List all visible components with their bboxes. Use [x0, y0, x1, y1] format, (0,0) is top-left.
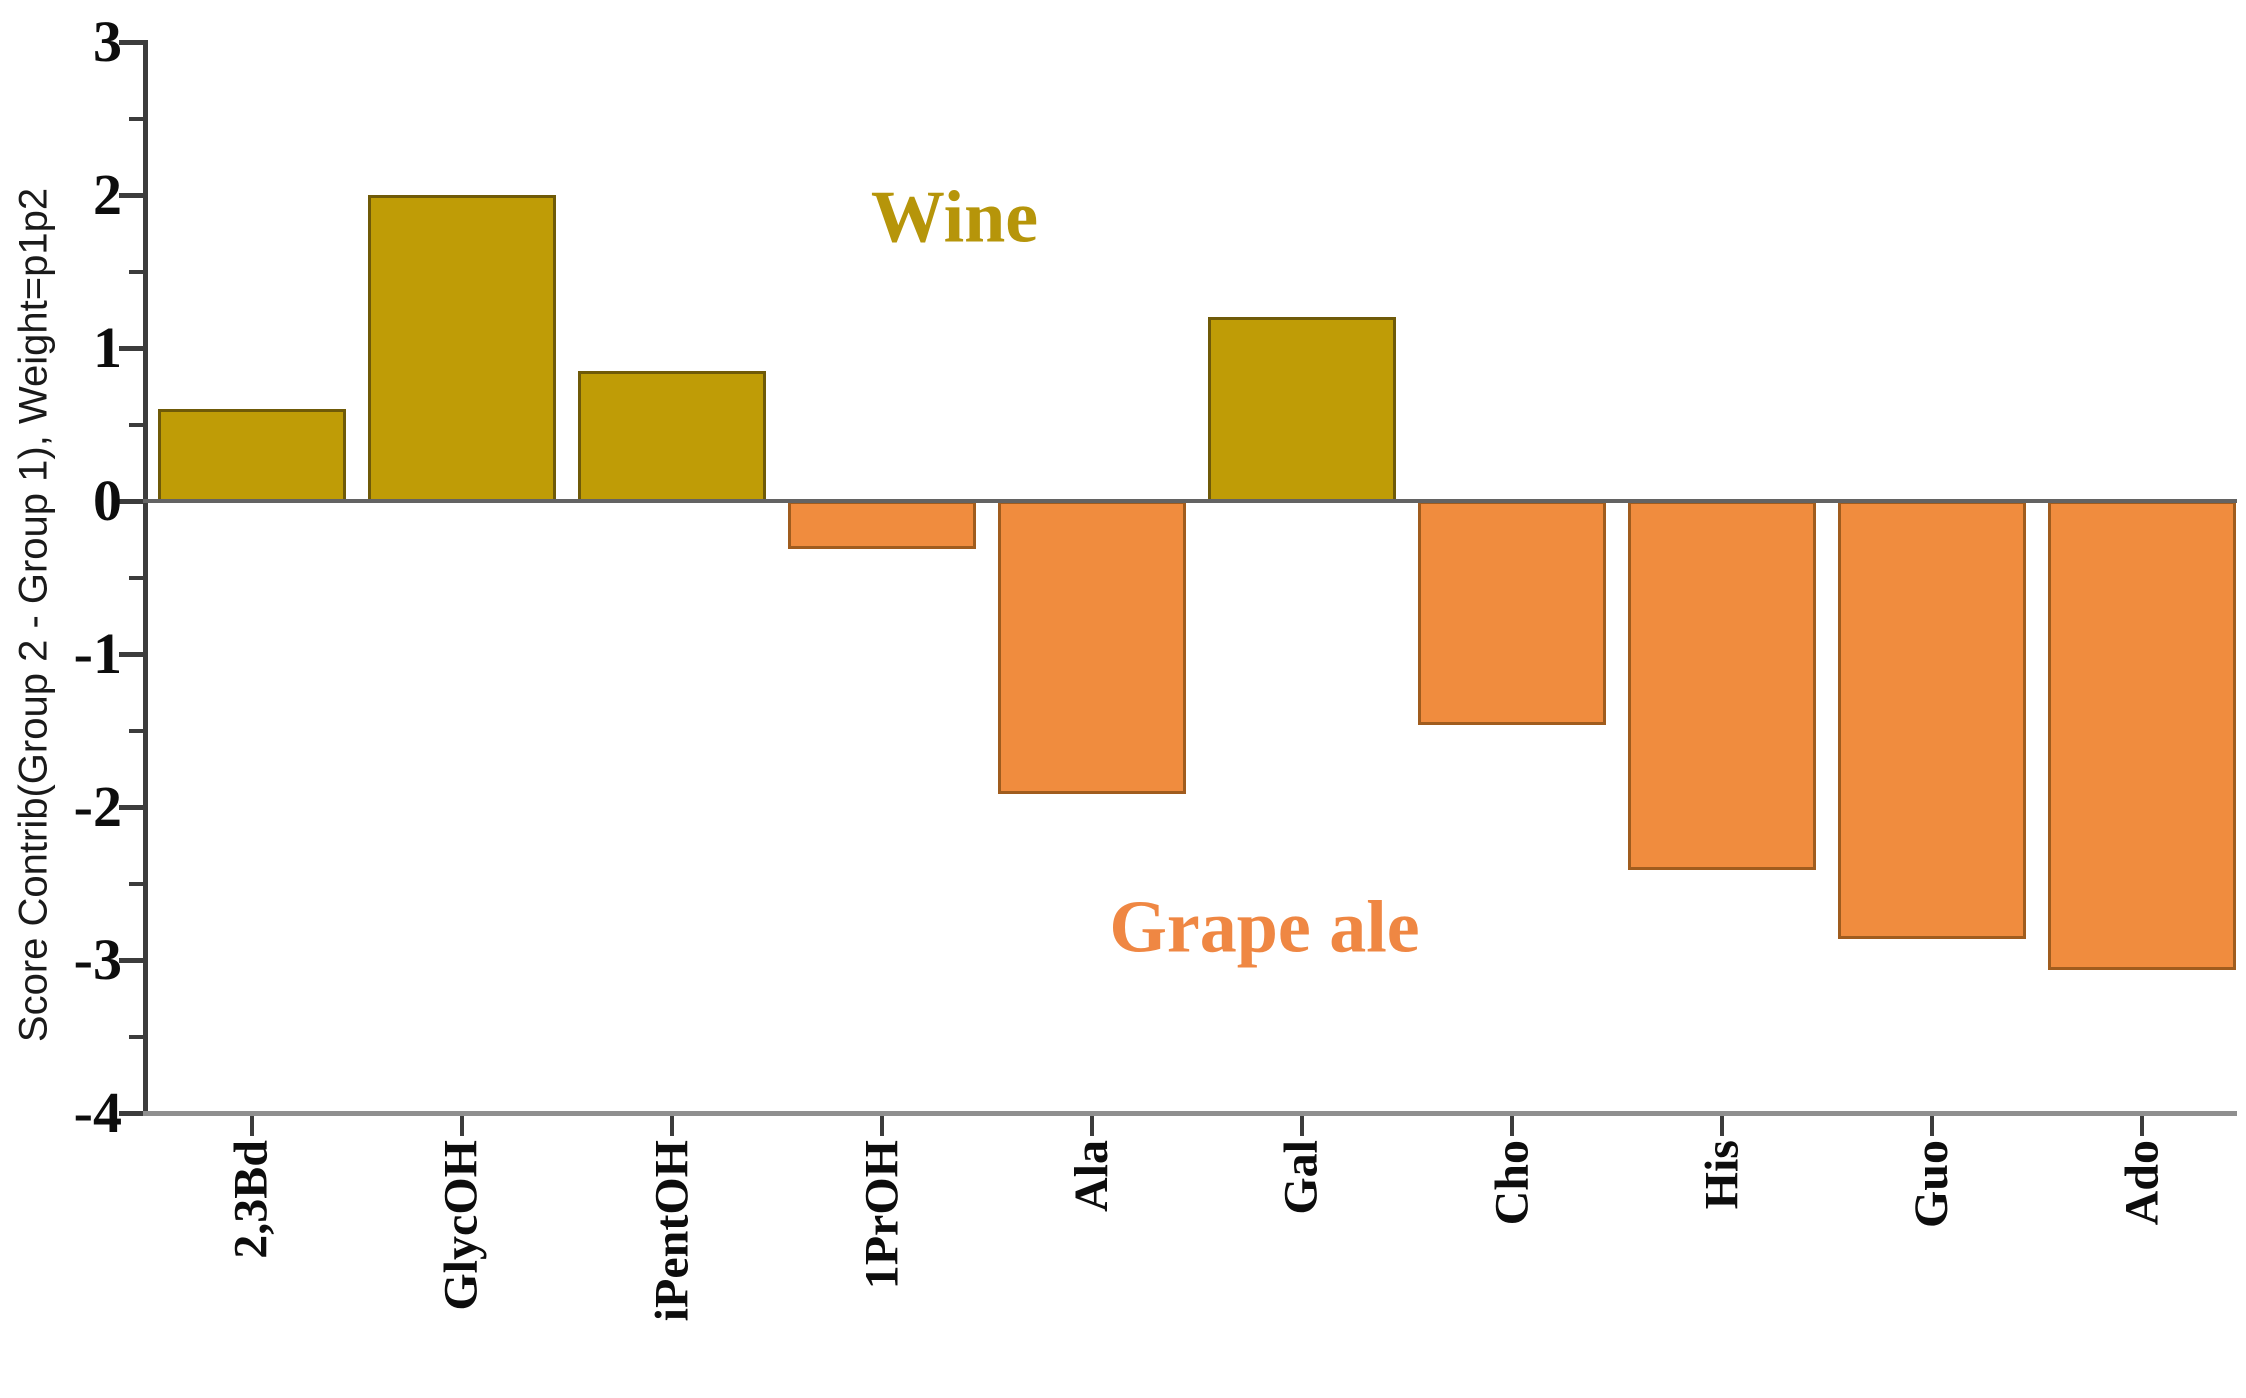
x-tick-label: Guo [1905, 1140, 1958, 1229]
x-tick-label: GlycOH [435, 1140, 488, 1311]
x-tick [880, 1116, 884, 1136]
y-minor-tick [129, 881, 143, 886]
y-major-tick [119, 1111, 143, 1116]
x-tick [460, 1116, 464, 1136]
y-tick-label: -3 [73, 927, 122, 992]
bar-His [1628, 501, 1816, 871]
x-tick [250, 1116, 254, 1136]
bar-1PrOH [788, 501, 976, 549]
y-major-tick [119, 40, 143, 45]
y-major-tick [119, 805, 143, 810]
x-tick-label: Gal [1275, 1140, 1328, 1215]
series-label-grape-ale: Grape ale [1109, 886, 1420, 969]
x-tick-label: iPentOH [645, 1140, 698, 1322]
y-tick-label: 0 [93, 468, 122, 533]
bar-iPentOH [578, 370, 766, 503]
y-tick-label: 3 [93, 9, 122, 74]
bar-2,3Bd [158, 409, 346, 503]
x-tick [670, 1116, 674, 1136]
y-major-tick [119, 652, 143, 657]
y-minor-tick [129, 728, 143, 733]
y-tick-label: -2 [73, 774, 122, 839]
x-axis-line [143, 1111, 2237, 1116]
y-minor-tick [129, 575, 143, 580]
y-minor-tick [129, 269, 143, 274]
bar-Gal [1208, 317, 1396, 503]
y-axis-line [143, 40, 148, 1115]
x-tick [1510, 1116, 1514, 1136]
y-minor-tick [129, 116, 143, 121]
x-tick [1720, 1116, 1724, 1136]
bar-Cho [1418, 501, 1606, 725]
y-tick-label: -1 [73, 621, 122, 686]
x-tick-label: Ala [1065, 1140, 1118, 1212]
y-major-tick [119, 958, 143, 963]
x-tick-label: 2,3Bd [225, 1140, 278, 1259]
bar-Ala [998, 501, 1186, 794]
x-tick [1300, 1116, 1304, 1136]
y-major-tick [119, 193, 143, 198]
bar-Guo [1838, 501, 2026, 940]
bar-GlycOH [368, 195, 556, 503]
x-tick-label: 1PrOH [855, 1140, 908, 1290]
x-tick [1090, 1116, 1094, 1136]
y-tick-label: -4 [73, 1080, 122, 1145]
zero-baseline [143, 499, 2237, 503]
x-tick [1930, 1116, 1934, 1136]
x-tick-label: Ado [2115, 1140, 2168, 1226]
y-minor-tick [129, 1034, 143, 1039]
series-label-wine: Wine [870, 176, 1039, 259]
y-tick-label: 1 [93, 315, 122, 380]
y-tick-label: 2 [93, 162, 122, 227]
y-minor-tick [129, 422, 143, 427]
x-tick-label: His [1695, 1140, 1748, 1210]
x-tick [2140, 1116, 2144, 1136]
bar-Ado [2048, 501, 2236, 970]
x-tick-label: Cho [1485, 1140, 1538, 1226]
y-axis-title: Score Contrib(Group 2 - Group 1), Weight… [11, 187, 56, 1043]
y-major-tick [119, 499, 143, 504]
y-major-tick [119, 346, 143, 351]
